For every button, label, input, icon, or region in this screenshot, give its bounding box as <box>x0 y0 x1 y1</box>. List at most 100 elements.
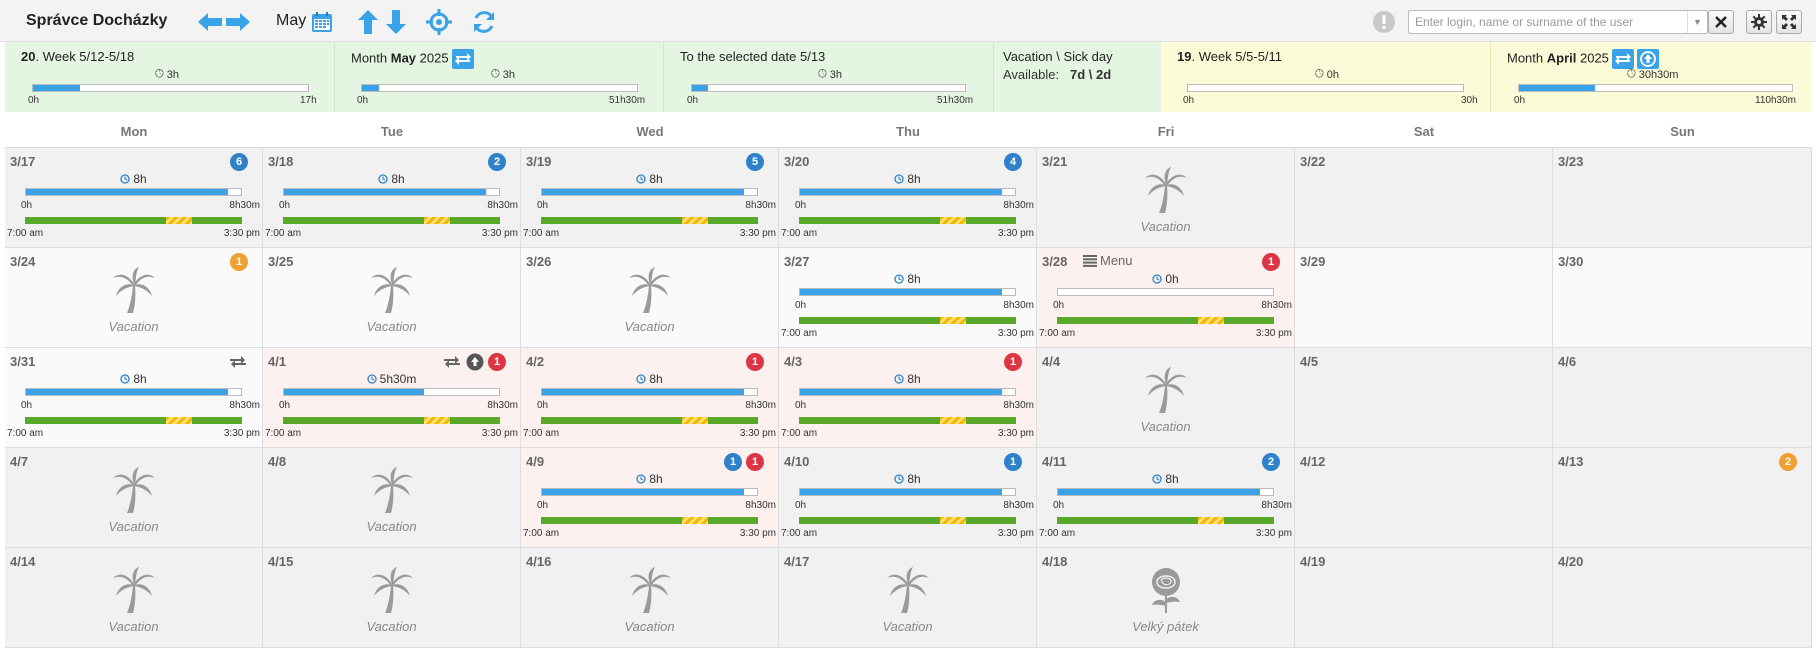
notification-badge[interactable]: 1 <box>746 353 764 371</box>
day-date: 4/12 <box>1300 454 1326 469</box>
day-cell[interactable]: 3/20 4 8h 0h 8h30m 7:00 am 3:30 pm <box>779 148 1037 248</box>
day-cell[interactable]: 4/20 <box>1553 548 1812 648</box>
clock-icon <box>894 174 904 184</box>
notification-badge[interactable]: 2 <box>488 153 506 171</box>
settings-button[interactable] <box>1746 10 1772 34</box>
shift-end: 3:30 pm <box>997 428 1034 439</box>
day-cell[interactable]: 4/4 Vacation <box>1037 348 1295 448</box>
hours-min: 0h <box>279 400 291 411</box>
chevron-down-icon[interactable]: ▼ <box>1687 11 1707 33</box>
hours-min: 0h <box>537 200 549 211</box>
day-cell[interactable]: 4/17 Vacation <box>779 548 1037 648</box>
day-cell[interactable]: 4/18 Velký pátek <box>1037 548 1295 648</box>
day-cell[interactable]: 4/10 1 8h 0h 8h30m 7:00 am 3:30 pm <box>779 448 1037 548</box>
clock-icon: 🕓︎ <box>155 68 164 80</box>
lunch-break <box>940 217 967 224</box>
day-cell[interactable]: 4/7 Vacation <box>5 448 263 548</box>
day-cell[interactable]: 4/5 <box>1295 348 1553 448</box>
day-cell[interactable]: 3/25 Vacation <box>263 248 521 348</box>
day-cell[interactable]: 3/23 <box>1553 148 1812 248</box>
upload-month-button[interactable] <box>1636 49 1659 69</box>
hours-progress-bar <box>541 488 758 496</box>
calendar-icon[interactable] <box>308 8 336 36</box>
hours-min: 0h <box>537 500 549 511</box>
current-month-label[interactable]: May <box>276 12 307 29</box>
notification-badge[interactable]: 1 <box>488 353 506 371</box>
arrow-left-icon[interactable] <box>196 8 224 36</box>
palm-tree-icon <box>1144 167 1187 213</box>
worked-hours: 8h <box>779 272 1036 286</box>
day-menu-button[interactable]: Menu <box>1083 253 1133 268</box>
swap-icon[interactable] <box>228 354 248 370</box>
clock-icon: 🕓︎ <box>1315 68 1324 80</box>
day-cell[interactable]: 4/2 1 8h 0h 8h30m 7:00 am 3:30 pm <box>521 348 779 448</box>
switch-month-button-2[interactable] <box>1611 49 1634 69</box>
vacation-label: Vacation <box>882 619 933 634</box>
swap-icon <box>454 53 471 65</box>
clock-icon <box>1152 474 1162 484</box>
day-date: 4/11 <box>1042 454 1067 469</box>
day-cell[interactable]: 3/29 <box>1295 248 1553 348</box>
day-cell[interactable]: 3/30 <box>1553 248 1812 348</box>
hours-min: 0h <box>279 200 291 211</box>
notification-badge[interactable]: 1 <box>724 453 742 471</box>
shift-timeline <box>799 317 1016 324</box>
lunch-break <box>940 417 967 424</box>
day-cell[interactable]: 3/31 8h 0h 8h30m 7:00 am 3:30 pm <box>5 348 263 448</box>
day-cell[interactable]: 4/3 1 8h 0h 8h30m 7:00 am 3:30 pm <box>779 348 1037 448</box>
notification-badge[interactable]: 1 <box>1262 253 1280 271</box>
day-cell[interactable]: 4/19 <box>1295 548 1553 648</box>
day-cell[interactable]: 3/28 1 Menu 0h 0h 8h30m 7:00 am 3:30 pm <box>1037 248 1295 348</box>
lunch-break <box>940 317 967 324</box>
notification-badge[interactable]: 1 <box>1004 453 1022 471</box>
hours-max: 8h30m <box>1003 300 1034 311</box>
crosshair-icon[interactable] <box>425 8 453 36</box>
notification-badge[interactable]: 5 <box>746 153 764 171</box>
shift-timeline <box>283 217 500 224</box>
day-cell[interactable]: 3/27 8h 0h 8h30m 7:00 am 3:30 pm <box>779 248 1037 348</box>
day-cell[interactable]: 4/11 2 8h 0h 8h30m 7:00 am 3:30 pm <box>1037 448 1295 548</box>
day-cell[interactable]: 3/21 Vacation <box>1037 148 1295 248</box>
arrow-up-icon[interactable] <box>354 8 382 36</box>
day-cell[interactable]: 4/6 <box>1553 348 1812 448</box>
day-cell[interactable]: 4/14 Vacation <box>5 548 263 648</box>
day-cell[interactable]: 4/12 <box>1295 448 1553 548</box>
notification-badge[interactable]: 1 <box>230 253 248 271</box>
day-cell[interactable]: 4/1 1 5h30m 0h 8h30m 7:00 am 3:30 pm <box>263 348 521 448</box>
shift-timeline <box>1057 517 1274 524</box>
vacation-marker: Vacation <box>5 466 262 534</box>
search-input[interactable] <box>1409 11 1689 33</box>
day-cell[interactable]: 3/24 1 Vacation <box>5 248 263 348</box>
upload-icon[interactable] <box>466 353 484 371</box>
notification-badge[interactable]: 2 <box>1262 453 1280 471</box>
day-cell[interactable]: 3/17 6 8h 0h 8h30m 7:00 am 3:30 pm <box>5 148 263 248</box>
clear-search-button[interactable] <box>1708 10 1734 34</box>
clock-icon: 🕓︎ <box>491 68 500 80</box>
day-cell[interactable]: 4/13 2 <box>1553 448 1812 548</box>
fullscreen-button[interactable] <box>1776 10 1802 34</box>
week-progress-bar <box>32 84 309 92</box>
notification-badge[interactable]: 6 <box>230 153 248 171</box>
arrow-right-icon[interactable] <box>224 8 252 36</box>
hours-progress-bar <box>799 288 1016 296</box>
day-cell[interactable]: 3/22 <box>1295 148 1553 248</box>
day-cell[interactable]: 4/15 Vacation <box>263 548 521 648</box>
switch-month-button[interactable] <box>451 49 474 69</box>
shift-timeline <box>541 517 758 524</box>
refresh-icon[interactable] <box>470 8 498 36</box>
day-cell[interactable]: 3/18 2 8h 0h 8h30m 7:00 am 3:30 pm <box>263 148 521 248</box>
day-cell[interactable]: 3/26 Vacation <box>521 248 779 348</box>
hours-max: 8h30m <box>745 400 776 411</box>
day-cell[interactable]: 4/9 1 1 8h 0h 8h30m 7:00 am 3:30 pm <box>521 448 779 548</box>
notification-badge[interactable]: 1 <box>746 453 764 471</box>
day-cell[interactable]: 4/16 Vacation <box>521 548 779 648</box>
arrow-down-icon[interactable] <box>382 8 410 36</box>
weekday-header: Mon Tue Wed Thu Fri Sat Sun <box>5 114 1812 148</box>
notification-badge[interactable]: 1 <box>1004 353 1022 371</box>
notification-badge[interactable]: 2 <box>1779 453 1797 471</box>
day-cell[interactable]: 4/8 Vacation <box>263 448 521 548</box>
week-min: 0h <box>28 95 40 106</box>
notification-badge[interactable]: 4 <box>1004 153 1022 171</box>
swap-icon[interactable] <box>442 354 462 370</box>
day-cell[interactable]: 3/19 5 8h 0h 8h30m 7:00 am 3:30 pm <box>521 148 779 248</box>
